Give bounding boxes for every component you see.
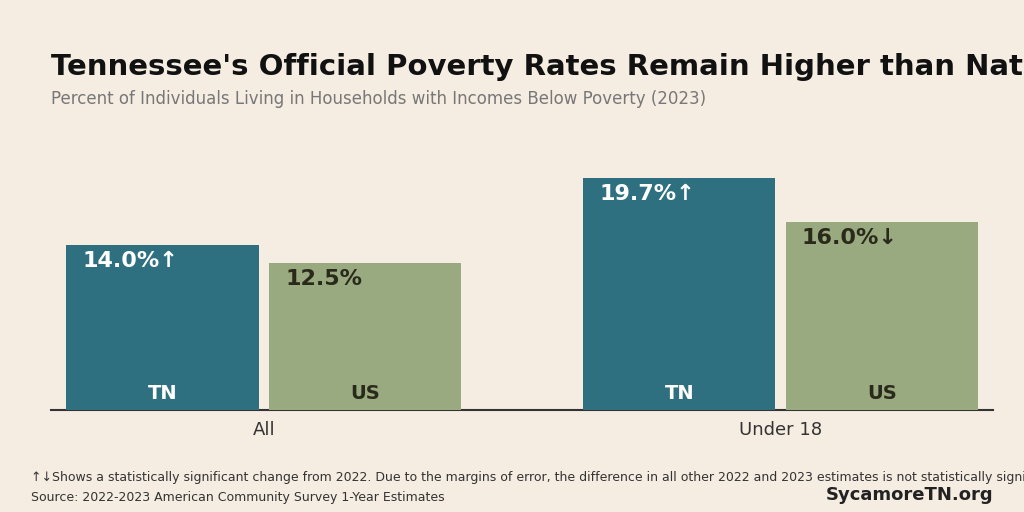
Text: ↑↓Shows a statistically significant change from 2022. Due to the margins of erro: ↑↓Shows a statistically significant chan… [31,471,1024,484]
Text: 12.5%: 12.5% [286,269,362,289]
Text: US: US [350,384,380,403]
Bar [785,222,978,410]
Text: 19.7%↑: 19.7%↑ [599,184,695,204]
Bar [67,245,259,410]
Text: Tennessee's Official Poverty Rates Remain Higher than National Rates: Tennessee's Official Poverty Rates Remai… [51,53,1024,81]
Text: TN: TN [665,384,694,403]
Text: Source: 2022-2023 American Community Survey 1-Year Estimates: Source: 2022-2023 American Community Sur… [31,492,444,504]
Bar [269,263,462,410]
Bar [583,179,775,410]
Text: Percent of Individuals Living in Households with Incomes Below Poverty (2023): Percent of Individuals Living in Househo… [51,90,707,108]
Text: TN: TN [147,384,177,403]
Text: SycamoreTN.org: SycamoreTN.org [825,486,993,504]
Text: 14.0%↑: 14.0%↑ [83,251,178,271]
Text: 16.0%↓: 16.0%↓ [802,228,898,248]
Text: US: US [867,384,897,403]
